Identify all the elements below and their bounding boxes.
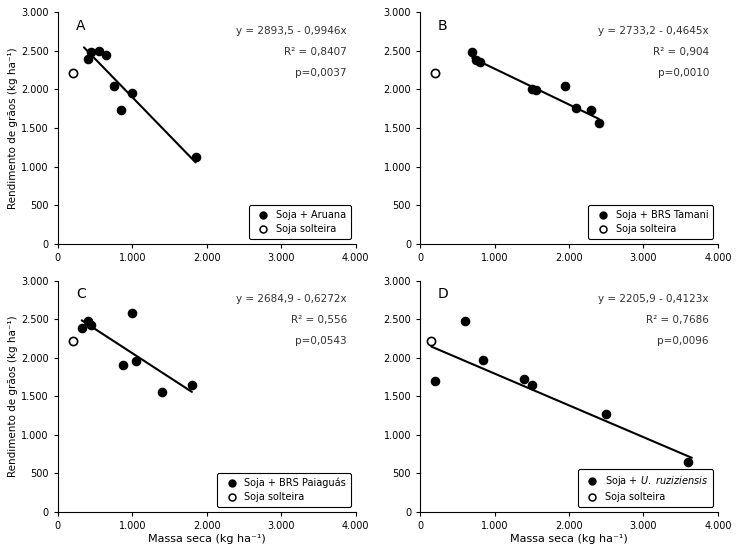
Text: y = 2684,9 - 0,6272x: y = 2684,9 - 0,6272x (236, 294, 347, 305)
Point (115, 106, 127, 115)
X-axis label: Massa seca (kg ha⁻¹): Massa seca (kg ha⁻¹) (510, 534, 628, 544)
Point (186, 380, 198, 389)
Text: R² = 0,7686: R² = 0,7686 (646, 315, 709, 325)
Text: R² = 0,556: R² = 0,556 (291, 315, 347, 325)
Point (67, 337, 78, 346)
Point (425, 337, 437, 346)
Text: R² = 0,904: R² = 0,904 (653, 47, 709, 57)
Point (108, 81, 120, 90)
Point (101, 50, 112, 59)
Point (429, 69, 441, 78)
Text: R² = 0,8407: R² = 0,8407 (284, 47, 347, 57)
Point (530, 86, 542, 94)
Text: D: D (438, 288, 448, 301)
Point (585, 106, 597, 115)
Point (86, 48, 98, 57)
Point (526, 85, 538, 94)
Legend: Soja + $\it{U.\ ruziziensis}$, Soja solteira: Soja + $\it{U.\ ruziziensis}$, Soja solt… (578, 469, 713, 507)
Point (526, 381, 538, 390)
Point (559, 81, 571, 90)
Point (600, 410, 612, 418)
Point (117, 360, 129, 369)
Point (477, 355, 489, 364)
Text: y = 2733,2 - 0,4645x: y = 2733,2 - 0,4645x (599, 26, 709, 36)
Point (127, 89, 138, 98)
Text: p=0,0543: p=0,0543 (295, 336, 347, 346)
Point (127, 309, 138, 317)
Legend: Soja + BRS Tamani, Soja solteira: Soja + BRS Tamani, Soja solteira (588, 205, 713, 239)
Point (86, 321, 98, 330)
Text: y = 2205,9 - 0,4123x: y = 2205,9 - 0,4123x (599, 294, 709, 305)
Text: B: B (438, 19, 448, 33)
Point (474, 57, 485, 66)
Point (81, 317, 93, 326)
Point (81, 54, 93, 63)
X-axis label: Massa seca (kg ha⁻¹): Massa seca (kg ha⁻¹) (148, 534, 266, 544)
Point (156, 387, 168, 396)
Point (682, 457, 694, 466)
Point (189, 152, 201, 161)
Legend: Soja + BRS Paiaguás, Soja solteira: Soja + BRS Paiaguás, Soja solteira (217, 473, 351, 507)
Text: A: A (75, 19, 85, 33)
Point (519, 375, 531, 384)
Text: p=0,0037: p=0,0037 (295, 68, 347, 78)
Text: C: C (75, 288, 86, 301)
Text: p=0,0010: p=0,0010 (658, 68, 709, 78)
Point (75, 324, 87, 333)
Point (67, 69, 78, 78)
Point (470, 56, 482, 65)
Point (593, 119, 605, 128)
Point (466, 47, 478, 56)
Text: p=0,0096: p=0,0096 (657, 336, 709, 346)
Y-axis label: Rendimento de grãos (kg ha⁻¹): Rendimento de grãos (kg ha⁻¹) (8, 315, 18, 477)
Point (429, 376, 441, 385)
Point (459, 317, 471, 326)
Y-axis label: Rendimento de grãos (kg ha⁻¹): Rendimento de grãos (kg ha⁻¹) (8, 47, 18, 209)
Point (130, 357, 142, 365)
Legend: Soja + Aruana, Soja solteira: Soja + Aruana, Soja solteira (249, 205, 351, 239)
Text: y = 2893,5 - 0,9946x: y = 2893,5 - 0,9946x (236, 26, 347, 36)
Point (571, 104, 582, 113)
Point (93, 46, 105, 55)
